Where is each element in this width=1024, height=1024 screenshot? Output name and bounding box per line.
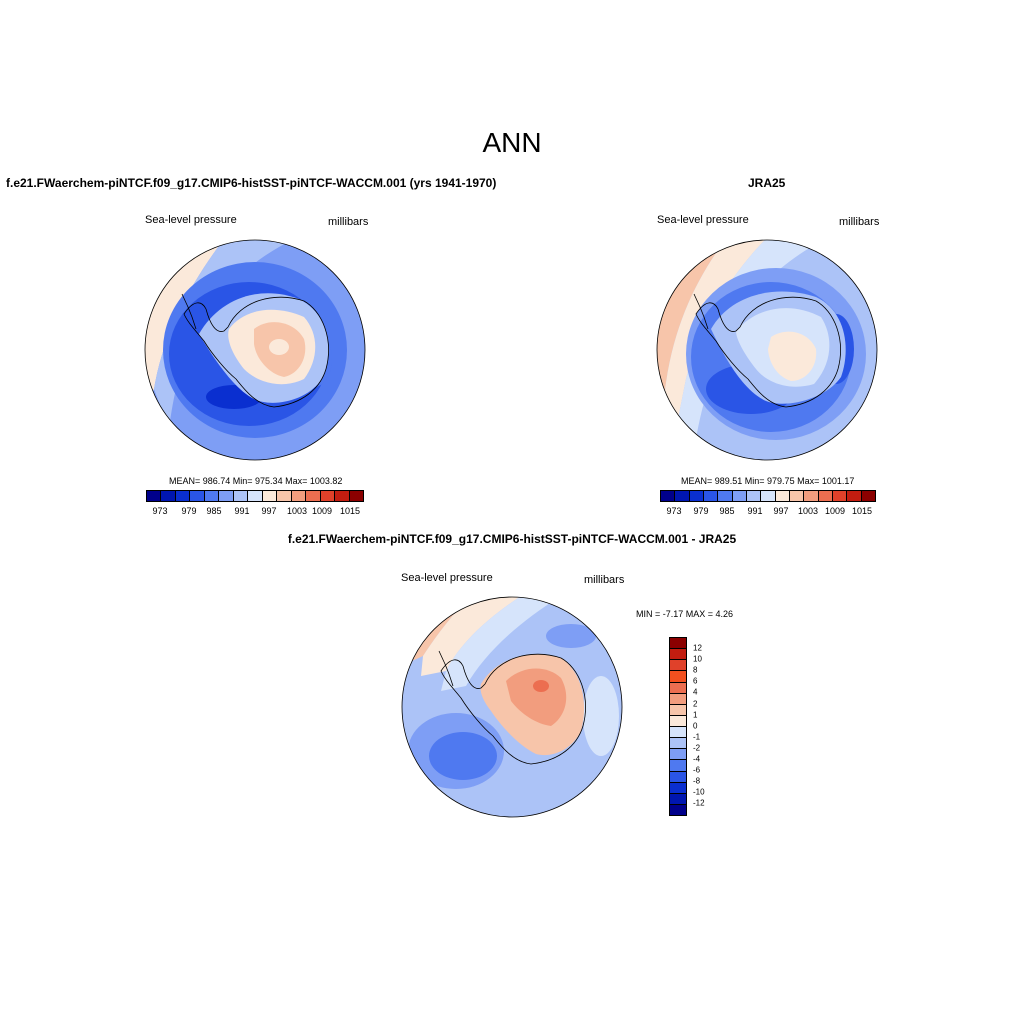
model-colorbar-label: 1003 xyxy=(286,506,308,516)
obs-panel-title: JRA25 xyxy=(748,176,786,190)
colorbar-swatch xyxy=(670,704,686,716)
obs-colorbar-label: 973 xyxy=(666,506,682,516)
diff-colorbar-label: -2 xyxy=(693,743,701,753)
obs-stats: MEAN= 989.51 Min= 979.75 Max= 1001.17 xyxy=(681,476,855,486)
colorbar-swatch xyxy=(670,804,686,815)
model-colorbar-label: 991 xyxy=(234,506,250,516)
colorbar-swatch xyxy=(847,491,862,501)
colorbar-swatch xyxy=(670,760,686,772)
colorbar-swatch xyxy=(219,491,234,501)
colorbar-swatch xyxy=(349,491,364,501)
model-colorbar-label: 997 xyxy=(261,506,277,516)
diff-units-label: millibars xyxy=(584,574,625,586)
diff-colorbar-label: 1 xyxy=(693,710,698,720)
colorbar-swatch xyxy=(718,491,733,501)
colorbar-swatch xyxy=(670,715,686,727)
model-field-label: Sea-level pressure xyxy=(145,214,237,226)
obs-colorbar-label: 1009 xyxy=(824,506,846,516)
colorbar-swatch xyxy=(147,491,162,501)
model-polar-map xyxy=(144,239,366,461)
colorbar-swatch xyxy=(818,491,833,501)
colorbar-swatch xyxy=(789,491,805,501)
colorbar-swatch xyxy=(670,660,686,672)
diff-stats: MIN = -7.17 MAX = 4.26 xyxy=(636,609,734,619)
colorbar-swatch xyxy=(306,491,321,501)
model-colorbar-label: 973 xyxy=(152,506,168,516)
colorbar-swatch xyxy=(262,491,278,501)
colorbar-swatch xyxy=(670,782,686,794)
colorbar-swatch xyxy=(804,491,819,501)
diff-field-label: Sea-level pressure xyxy=(401,572,493,584)
diff-colorbar xyxy=(669,637,687,816)
diff-colorbar-label: -6 xyxy=(693,765,701,775)
colorbar-swatch xyxy=(689,491,704,501)
colorbar-swatch xyxy=(670,738,686,750)
colorbar-swatch xyxy=(703,491,719,501)
model-stats: MEAN= 986.74 Min= 975.34 Max= 1003.82 xyxy=(169,476,343,486)
model-colorbar-label: 979 xyxy=(181,506,197,516)
diff-colorbar-label: 10 xyxy=(693,654,702,664)
colorbar-swatch xyxy=(670,727,686,739)
diff-colorbar-label: -1 xyxy=(693,732,701,742)
diff-colorbar-label: -12 xyxy=(693,798,705,808)
colorbar-swatch xyxy=(661,491,676,501)
obs-colorbar-label: 1015 xyxy=(851,506,873,516)
colorbar-swatch xyxy=(832,491,848,501)
colorbar-swatch xyxy=(161,491,176,501)
colorbar-swatch xyxy=(670,671,686,683)
colorbar-swatch xyxy=(248,491,263,501)
obs-units-label: millibars xyxy=(839,216,880,228)
diff-colorbar-label: -8 xyxy=(693,776,701,786)
diff-panel-title: f.e21.FWaerchem-piNTCF.f09_g17.CMIP6-his… xyxy=(287,532,737,546)
diff-polar-map xyxy=(401,596,623,818)
colorbar-swatch xyxy=(670,682,686,694)
obs-colorbar-label: 997 xyxy=(773,506,789,516)
colorbar-swatch xyxy=(233,491,249,501)
diff-colorbar-label: -10 xyxy=(693,787,705,797)
colorbar-swatch xyxy=(190,491,205,501)
obs-colorbar-label: 979 xyxy=(693,506,709,516)
colorbar-swatch xyxy=(861,491,875,501)
colorbar-swatch xyxy=(670,649,686,661)
obs-polar-map xyxy=(656,239,878,461)
colorbar-swatch xyxy=(335,491,350,501)
colorbar-swatch xyxy=(670,771,686,783)
colorbar-swatch xyxy=(670,749,686,761)
colorbar-swatch xyxy=(291,491,307,501)
diff-colorbar-label: 2 xyxy=(693,699,698,709)
colorbar-swatch xyxy=(675,491,690,501)
colorbar-swatch xyxy=(175,491,191,501)
colorbar-swatch xyxy=(670,793,686,805)
colorbar-swatch xyxy=(746,491,762,501)
diff-colorbar-label: 4 xyxy=(693,687,698,697)
model-panel-title: f.e21.FWaerchem-piNTCF.f09_g17.CMIP6-his… xyxy=(6,176,497,190)
diff-colorbar-label: 12 xyxy=(693,643,702,653)
model-colorbar-label: 1009 xyxy=(311,506,333,516)
colorbar-swatch xyxy=(204,491,220,501)
colorbar-swatch xyxy=(670,638,686,650)
diff-colorbar-label: 6 xyxy=(693,676,698,686)
colorbar-swatch xyxy=(277,491,292,501)
model-colorbar-label: 1015 xyxy=(339,506,361,516)
diff-colorbar-label: 8 xyxy=(693,665,698,675)
colorbar-swatch xyxy=(320,491,336,501)
model-colorbar xyxy=(146,490,364,502)
obs-colorbar xyxy=(660,490,876,502)
colorbar-swatch xyxy=(761,491,776,501)
obs-colorbar-label: 991 xyxy=(747,506,763,516)
obs-colorbar-label: 1003 xyxy=(797,506,819,516)
model-units-label: millibars xyxy=(328,216,369,228)
model-colorbar-label: 985 xyxy=(206,506,222,516)
diff-colorbar-label: 0 xyxy=(693,721,698,731)
figure-title: ANN xyxy=(482,127,542,158)
obs-field-label: Sea-level pressure xyxy=(657,214,749,226)
colorbar-swatch xyxy=(732,491,747,501)
colorbar-swatch xyxy=(670,693,686,705)
diff-colorbar-label: -4 xyxy=(693,754,701,764)
obs-colorbar-label: 985 xyxy=(719,506,735,516)
colorbar-swatch xyxy=(775,491,790,501)
